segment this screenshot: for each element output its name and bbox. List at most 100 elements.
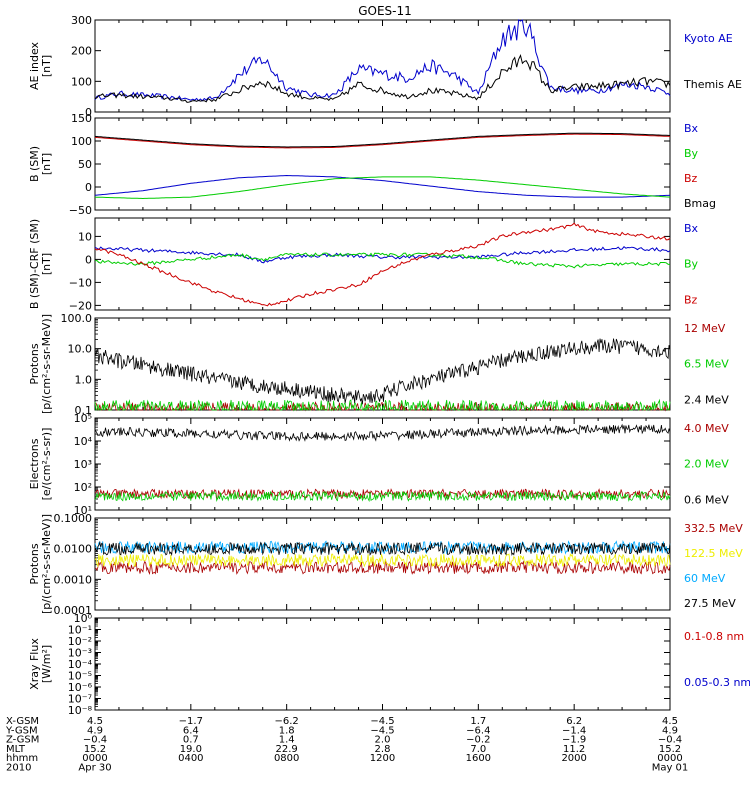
y-axis-label: B (SM)-CRF (SM) [28,219,41,309]
y-axis-label: [p/(cm²-s-sr-MeV)] [40,514,53,614]
y-axis-label: Electrons [28,438,41,489]
legend-label: Bz [684,172,698,185]
ephemeris-value: 1.4 [279,735,295,746]
ephemeris-value: −4.5 [370,716,394,727]
series-line [94,54,671,103]
ephemeris-value: −1.4 [562,725,586,736]
ephemeris-value: 4.9 [662,725,678,736]
ephemeris-row-label: X-GSM [6,716,39,727]
series-line [94,133,671,149]
ephemeris-value: 7.0 [470,744,486,755]
y-tick-label: 10¹ [74,504,92,517]
ephemeris-value: −0.4 [83,735,107,746]
series-line [94,560,671,575]
ephemeris-value: 0400 [178,753,203,764]
panel-frame [94,19,671,113]
y-tick-label: 10⁻¹ [68,624,92,637]
series-line [94,338,671,405]
legend-label: 27.5 MeV [684,597,736,610]
y-tick-label: 10⁴ [74,435,93,448]
ephemeris-value: 2000 [561,753,586,764]
y-tick-label: 10⁻⁸ [68,704,93,717]
y-tick-label: 10⁻⁴ [68,658,93,671]
ephemeris-value: 0000 [82,753,107,764]
y-tick-label: 10⁻² [68,635,92,648]
ephemeris-value: −1.7 [179,716,203,727]
ephemeris-row-label: Z-GSM [6,735,39,746]
series-line [94,176,671,200]
legend-label: Bx [684,222,699,235]
y-tick-label: 0.0001 [54,604,93,617]
legend-label: 4.0 MeV [684,422,729,435]
series-line [94,553,671,568]
ephemeris-value: 4.5 [662,716,678,727]
ephemeris-value: 2.8 [375,744,391,755]
ephemeris-value: 0.7 [183,735,199,746]
y-tick-label: 0.0100 [54,543,93,556]
ephemeris-row-label: MLT [6,744,26,755]
y-tick-label: 10⁻⁶ [68,681,93,694]
y-tick-label: 0.0010 [54,573,93,586]
legend-label: Bz [684,293,698,306]
ephemeris-value: 15.2 [84,744,106,755]
series-line [94,540,671,557]
panel-frame [94,617,671,711]
panel-ae: 0 100 200 300 AE index [nT] Kyoto AE Themis AE [28,14,742,119]
series-line [94,252,671,269]
ephemeris-value: 6.2 [566,716,582,727]
y-axis-label: [nT] [40,253,53,275]
legend-label: 2.0 MeV [684,458,729,471]
y-tick-label: −20 [69,299,92,312]
legend-label: Kyoto AE [684,32,733,45]
ephemeris-value: 0800 [274,753,299,764]
y-axis-label: [e/(cm²-s-sr)] [40,428,53,501]
y-tick-label: 50 [78,158,92,171]
y-tick-label: 10³ [74,458,92,471]
y-tick-label: 10⁰ [74,612,93,625]
series-line [94,245,671,264]
y-tick-label: 0 [85,106,92,119]
legend-label: Themis AE [683,78,742,91]
panel-frame [94,117,671,211]
x-axis-table: X-GSM 4.5 −1.7 −6.2 −4.5 1.7 6.2 4.5 Y-GSM 4.9 6.4… [5,716,688,774]
ephemeris-row-label: hhmm [6,753,38,764]
ephemeris-value: −0.4 [658,735,682,746]
panel-bsm: −50 0 50 100 150 B (SM) [nT] Bx By Bz Bmag [28,112,716,217]
y-tick-label: 150 [71,112,92,125]
series-line [94,19,671,102]
y-tick-label: 10⁻³ [68,647,92,660]
series-line [94,490,671,503]
y-axis-label: [nT] [40,55,53,77]
ephemeris-value: −0.2 [466,735,490,746]
y-tick-label: −10 [69,276,92,289]
series-line [94,398,671,412]
y-tick-label: 0.1000 [54,512,93,525]
ephemeris-value: −4.5 [370,725,394,736]
ephemeris-value: −6.2 [275,716,299,727]
y-tick-label: 10² [74,481,92,494]
legend-label: 0.05-0.3 nm [684,676,750,689]
ephemeris-value: 19.0 [180,744,202,755]
ephemeris-row-label: Y-GSM [5,725,38,736]
y-axis-label: [nT] [40,153,53,175]
ephemeris-value: 6.4 [183,725,199,736]
y-axis-label: Xray Flux [28,638,41,690]
y-tick-label: 100 [71,75,92,88]
series-line [94,174,671,198]
ephemeris-value: 1200 [370,753,395,764]
legend-label: 6.5 MeV [684,358,729,371]
y-tick-label: 10⁵ [74,412,92,425]
legend-label: By [684,258,699,271]
legend-label: 0.6 MeV [684,493,729,506]
y-axis-label: Protons [28,543,41,584]
ephemeris-value: 4.9 [87,725,103,736]
y-tick-label: 100.0 [61,312,93,325]
legend-label: 60 MeV [684,572,726,585]
panel-frame [94,517,671,611]
date-end-label: May 01 [652,763,689,774]
ephemeris-value: 15.2 [659,744,681,755]
year-label: 2010 [6,763,31,774]
